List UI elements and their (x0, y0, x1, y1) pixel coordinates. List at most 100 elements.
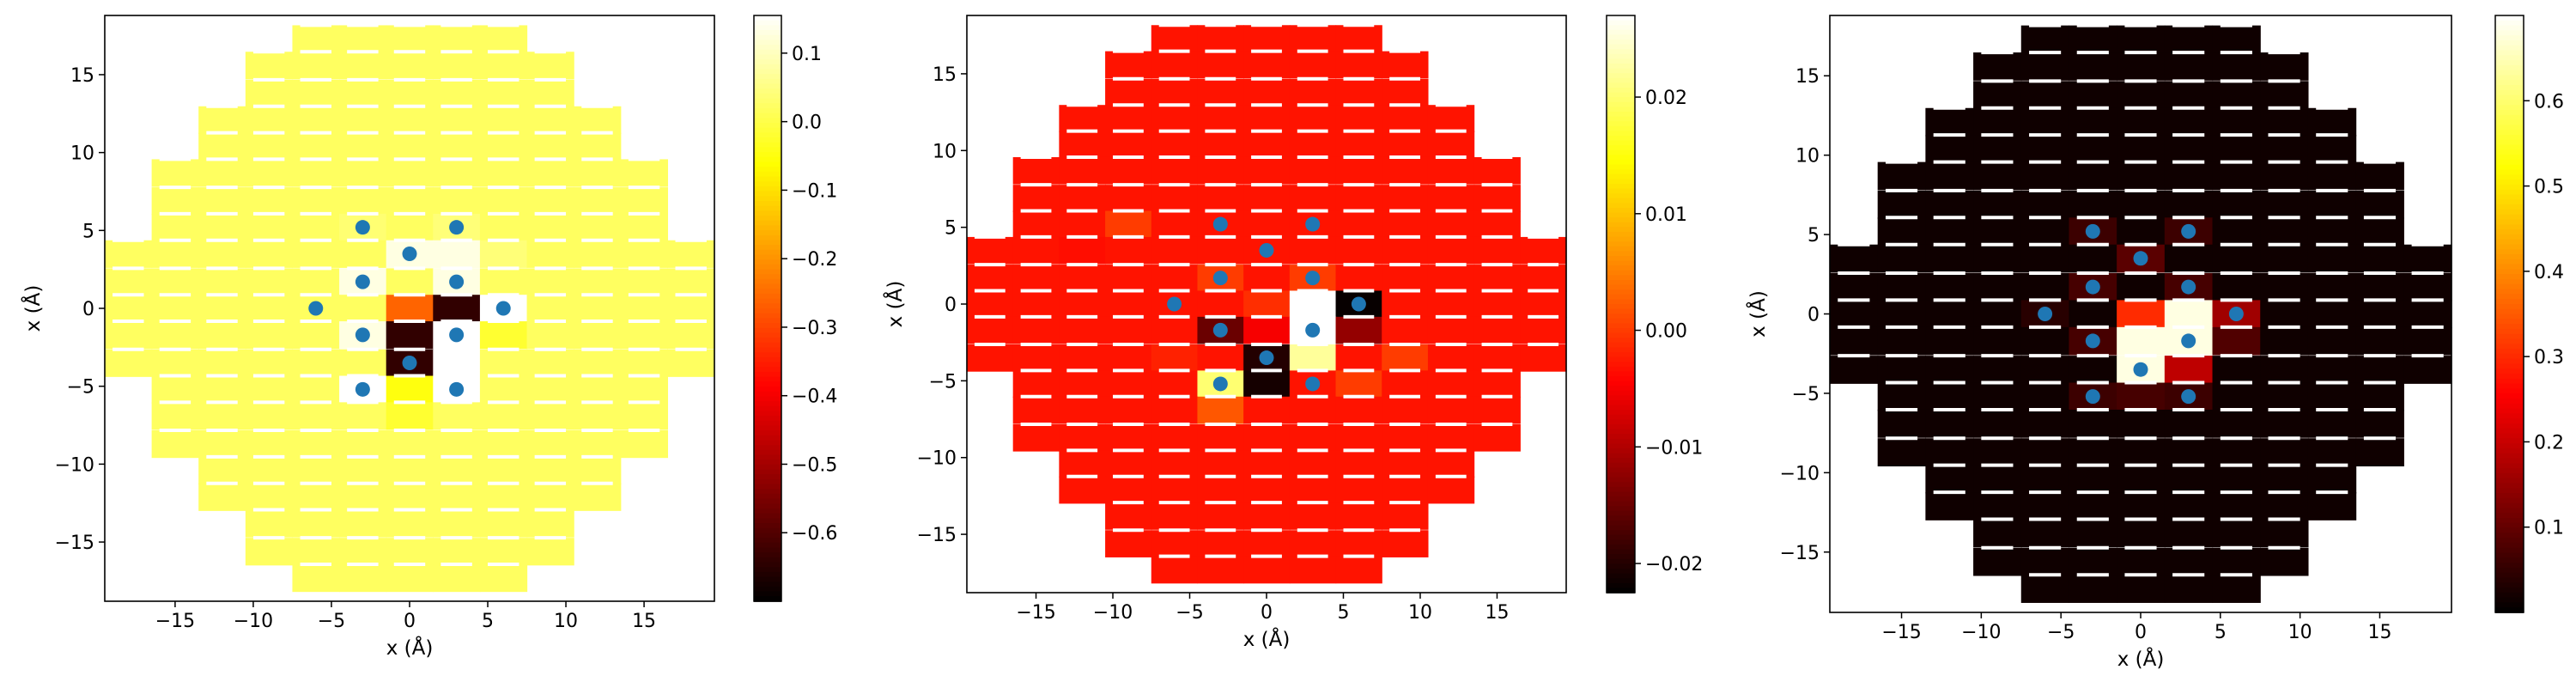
colorbar-tick-label: −0.6 (792, 523, 837, 545)
colorbar-segment (754, 498, 781, 505)
heatmap-cell (1059, 316, 1106, 344)
heatmap-cell (1427, 105, 1475, 132)
heatmap-cell (620, 240, 668, 268)
colorbar-segment (754, 171, 781, 178)
heatmap-cell (2260, 81, 2309, 110)
x-tick-label: −15 (155, 611, 195, 632)
colorbar-segment (1607, 92, 1635, 98)
heatmap-cell (1151, 476, 1199, 504)
scatter-point (1305, 271, 1321, 286)
heatmap-cell (1520, 316, 1567, 344)
heatmap-cell (198, 132, 246, 161)
colorbar-tick-label: 0.1 (2534, 518, 2564, 539)
heatmap-cell (1243, 25, 1291, 52)
heatmap-cell (2164, 25, 2214, 54)
heatmap-cell (339, 79, 387, 108)
y-tick-label: 5 (1807, 225, 1820, 247)
y-tick-label: 0 (82, 299, 94, 320)
scatter-point (2133, 251, 2148, 266)
colorbar-segment (2495, 308, 2524, 315)
heatmap-cell (1427, 316, 1475, 344)
colorbar-segment (754, 356, 781, 363)
heatmap-cell (967, 236, 1014, 265)
heatmap-cell (479, 106, 528, 134)
colorbar-segment (2495, 105, 2524, 111)
heatmap-cell (245, 456, 294, 485)
colorbar-segment (2495, 582, 2524, 588)
x-tick-label: 0 (1261, 602, 1273, 624)
colorbar-segment (754, 137, 781, 143)
heatmap-cell (1877, 300, 1926, 329)
colorbar-segment (2495, 35, 2524, 41)
colorbar-segment (754, 225, 781, 231)
heatmap-cell (2307, 273, 2357, 301)
heatmap-cell (1197, 131, 1244, 159)
heatmap-cell (339, 52, 387, 80)
colorbar-segment (2495, 388, 2524, 394)
heatmap-cell (1243, 556, 1291, 584)
heatmap-cell (2069, 25, 2117, 54)
scatter-point (1305, 216, 1321, 232)
colorbar-segment (754, 478, 781, 485)
heatmap-cell (1105, 396, 1152, 424)
colorbar-segment (754, 78, 781, 85)
heatmap-cell (1243, 502, 1291, 530)
heatmap-cell (105, 295, 153, 323)
heatmap-cell (479, 564, 528, 593)
heatmap-cell (292, 106, 340, 134)
colorbar-segment (754, 127, 781, 134)
colorbar-segment (1607, 482, 1635, 488)
scatter-point (2085, 223, 2100, 239)
heatmap-cell (1427, 290, 1475, 319)
heatmap-cell (151, 240, 199, 268)
colorbar-segment (2495, 130, 2524, 136)
heatmap-cell (1473, 370, 1521, 399)
colorbar-segment (2495, 155, 2524, 161)
heatmap-cell (198, 375, 246, 404)
scatter-point (402, 247, 417, 262)
colorbar-segment (2495, 478, 2524, 484)
heatmap-cell (526, 159, 574, 187)
y-tick-label: −10 (1780, 463, 1820, 484)
heatmap-cell (2355, 161, 2404, 191)
heatmap-cell (1427, 236, 1475, 265)
colorbar-segment (754, 191, 781, 198)
heatmap-cell (526, 430, 574, 459)
heatmap-cell (2117, 409, 2166, 438)
colorbar-segment (2495, 493, 2524, 499)
y-tick-label: −5 (929, 371, 957, 393)
colorbar-segment (754, 234, 781, 241)
heatmap-cell (1382, 450, 1429, 478)
colorbar-segment (1607, 275, 1635, 281)
heatmap-cell (292, 456, 340, 485)
heatmap-cell (2403, 244, 2452, 273)
heatmap-cell (1520, 344, 1567, 372)
colorbar-segment (2495, 234, 2524, 240)
x-tick-label: 10 (1408, 602, 1432, 624)
heatmap-cell (1973, 190, 2022, 219)
heatmap-cell (151, 375, 199, 404)
colorbar-segment (1607, 97, 1635, 103)
heatmap-cell (433, 402, 481, 430)
colorbar-segment (2495, 428, 2524, 435)
colorbar-segment (2495, 349, 2524, 355)
heatmap-cell (1059, 450, 1106, 478)
heatmap-cell (1289, 236, 1337, 265)
colorbar-segment (2495, 522, 2524, 529)
colorbar-segment (2495, 403, 2524, 410)
heatmap-cell (2164, 300, 2214, 329)
heatmap-cell (433, 483, 481, 511)
heatmap-cell (1877, 438, 1926, 466)
heatmap-cell (2117, 326, 2166, 356)
heatmap-cell (574, 375, 622, 404)
colorbar-segment (1607, 410, 1635, 416)
colorbar-segment (754, 181, 781, 187)
heatmap-cell (386, 187, 434, 216)
y-tick-label: 5 (945, 218, 957, 240)
colorbar-segment (1607, 116, 1635, 122)
heatmap-cell (339, 25, 387, 53)
heatmap-cell (1197, 556, 1244, 584)
colorbar-segment (2495, 89, 2524, 96)
heatmap-cell (1877, 161, 1926, 191)
y-tick-label: −10 (55, 454, 94, 476)
